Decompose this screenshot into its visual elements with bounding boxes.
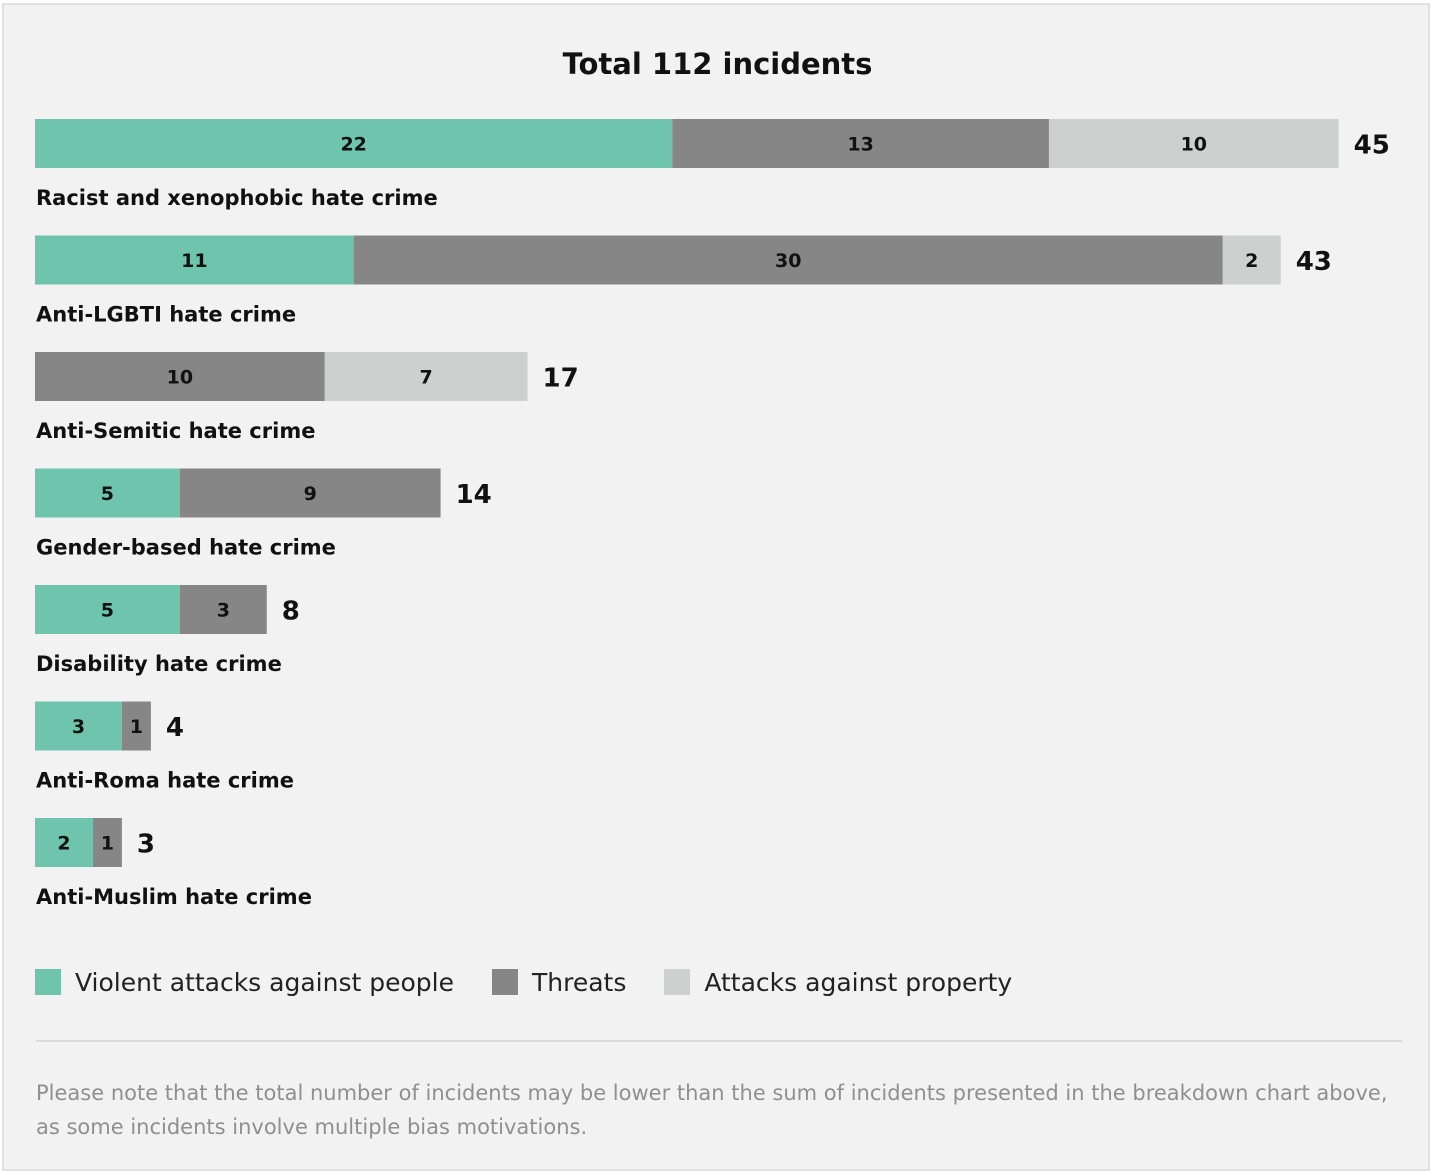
divider: [36, 1040, 1402, 1042]
legend-label-threats: Threats: [531, 967, 627, 997]
category-label: Anti-LGBTI hate crime: [36, 303, 296, 327]
bar-segment-violent: [35, 119, 673, 168]
segment-value-label: 10: [1181, 134, 1207, 156]
legend-swatch-threats: [491, 969, 518, 995]
legend-label-violent: Violent attacks against people: [75, 967, 454, 997]
segment-value-label: 7: [419, 367, 432, 389]
segment-value-label: 3: [217, 600, 230, 622]
bar-segment-threats: [672, 119, 1049, 168]
legend-swatch-violent: [35, 969, 61, 995]
bar-segment-violent: [35, 585, 180, 634]
legend-swatch-property: [664, 969, 691, 995]
legend-item-violent: Violent attacks against people: [35, 968, 454, 997]
bar-total-label: 17: [542, 364, 578, 394]
bar-total-label: 14: [456, 480, 492, 510]
bar-segment-violent: [35, 701, 122, 751]
bar-segment-violent: [35, 818, 93, 867]
segment-value-label: 1: [101, 833, 114, 855]
bar-segment-threats: [121, 701, 151, 751]
bar-segment-threats: [179, 585, 267, 634]
footnote: Please note that the total number of inc…: [36, 1081, 1388, 1139]
bar-total-label: 45: [1354, 131, 1390, 161]
bar-segment-property: [324, 352, 528, 401]
category-label: Gender-based hate crime: [36, 536, 336, 560]
segment-value-label: 3: [72, 716, 85, 738]
bar-segment-property: [1048, 119, 1339, 168]
category-label: Disability hate crime: [36, 652, 282, 676]
legend-item-property: Attacks against property: [664, 968, 1012, 997]
bar-total-label: 43: [1296, 247, 1332, 277]
category-label: Anti-Semitic hate crime: [36, 419, 315, 443]
segment-value-label: 11: [181, 250, 207, 272]
bar-segment-threats: [92, 818, 122, 867]
segment-value-label: 9: [304, 483, 317, 505]
segment-value-label: 2: [1245, 250, 1258, 272]
legend: Violent attacks against people Threats A…: [35, 965, 1050, 999]
bar-total-label: 8: [282, 597, 300, 627]
bar-total-label: 3: [137, 830, 155, 860]
segment-value-label: 13: [847, 134, 873, 156]
segment-value-label: 1: [130, 716, 143, 738]
segment-value-label: 5: [101, 483, 114, 505]
chart-title: Total 112 incidents: [562, 47, 873, 81]
legend-label-property: Attacks against property: [704, 967, 1013, 997]
bar-segment-violent: [35, 468, 180, 518]
segment-value-label: 30: [775, 250, 801, 272]
segment-value-label: 10: [167, 367, 193, 389]
bar-segment-threats: [35, 352, 325, 401]
bar-segment-threats: [179, 468, 441, 518]
bar-segment-property: [1222, 235, 1281, 285]
segment-value-label: 5: [101, 600, 114, 622]
bar-total-label: 4: [166, 713, 184, 743]
bar-segment-violent: [35, 235, 354, 285]
segment-value-label: 2: [57, 833, 70, 855]
segment-value-label: 22: [340, 134, 366, 156]
bar-segment-threats: [353, 235, 1223, 285]
category-label: Anti-Roma hate crime: [36, 769, 294, 793]
category-label: Anti-Muslim hate crime: [36, 885, 312, 909]
category-label: Racist and xenophobic hate crime: [36, 186, 438, 210]
legend-item-threats: Threats: [491, 967, 627, 997]
